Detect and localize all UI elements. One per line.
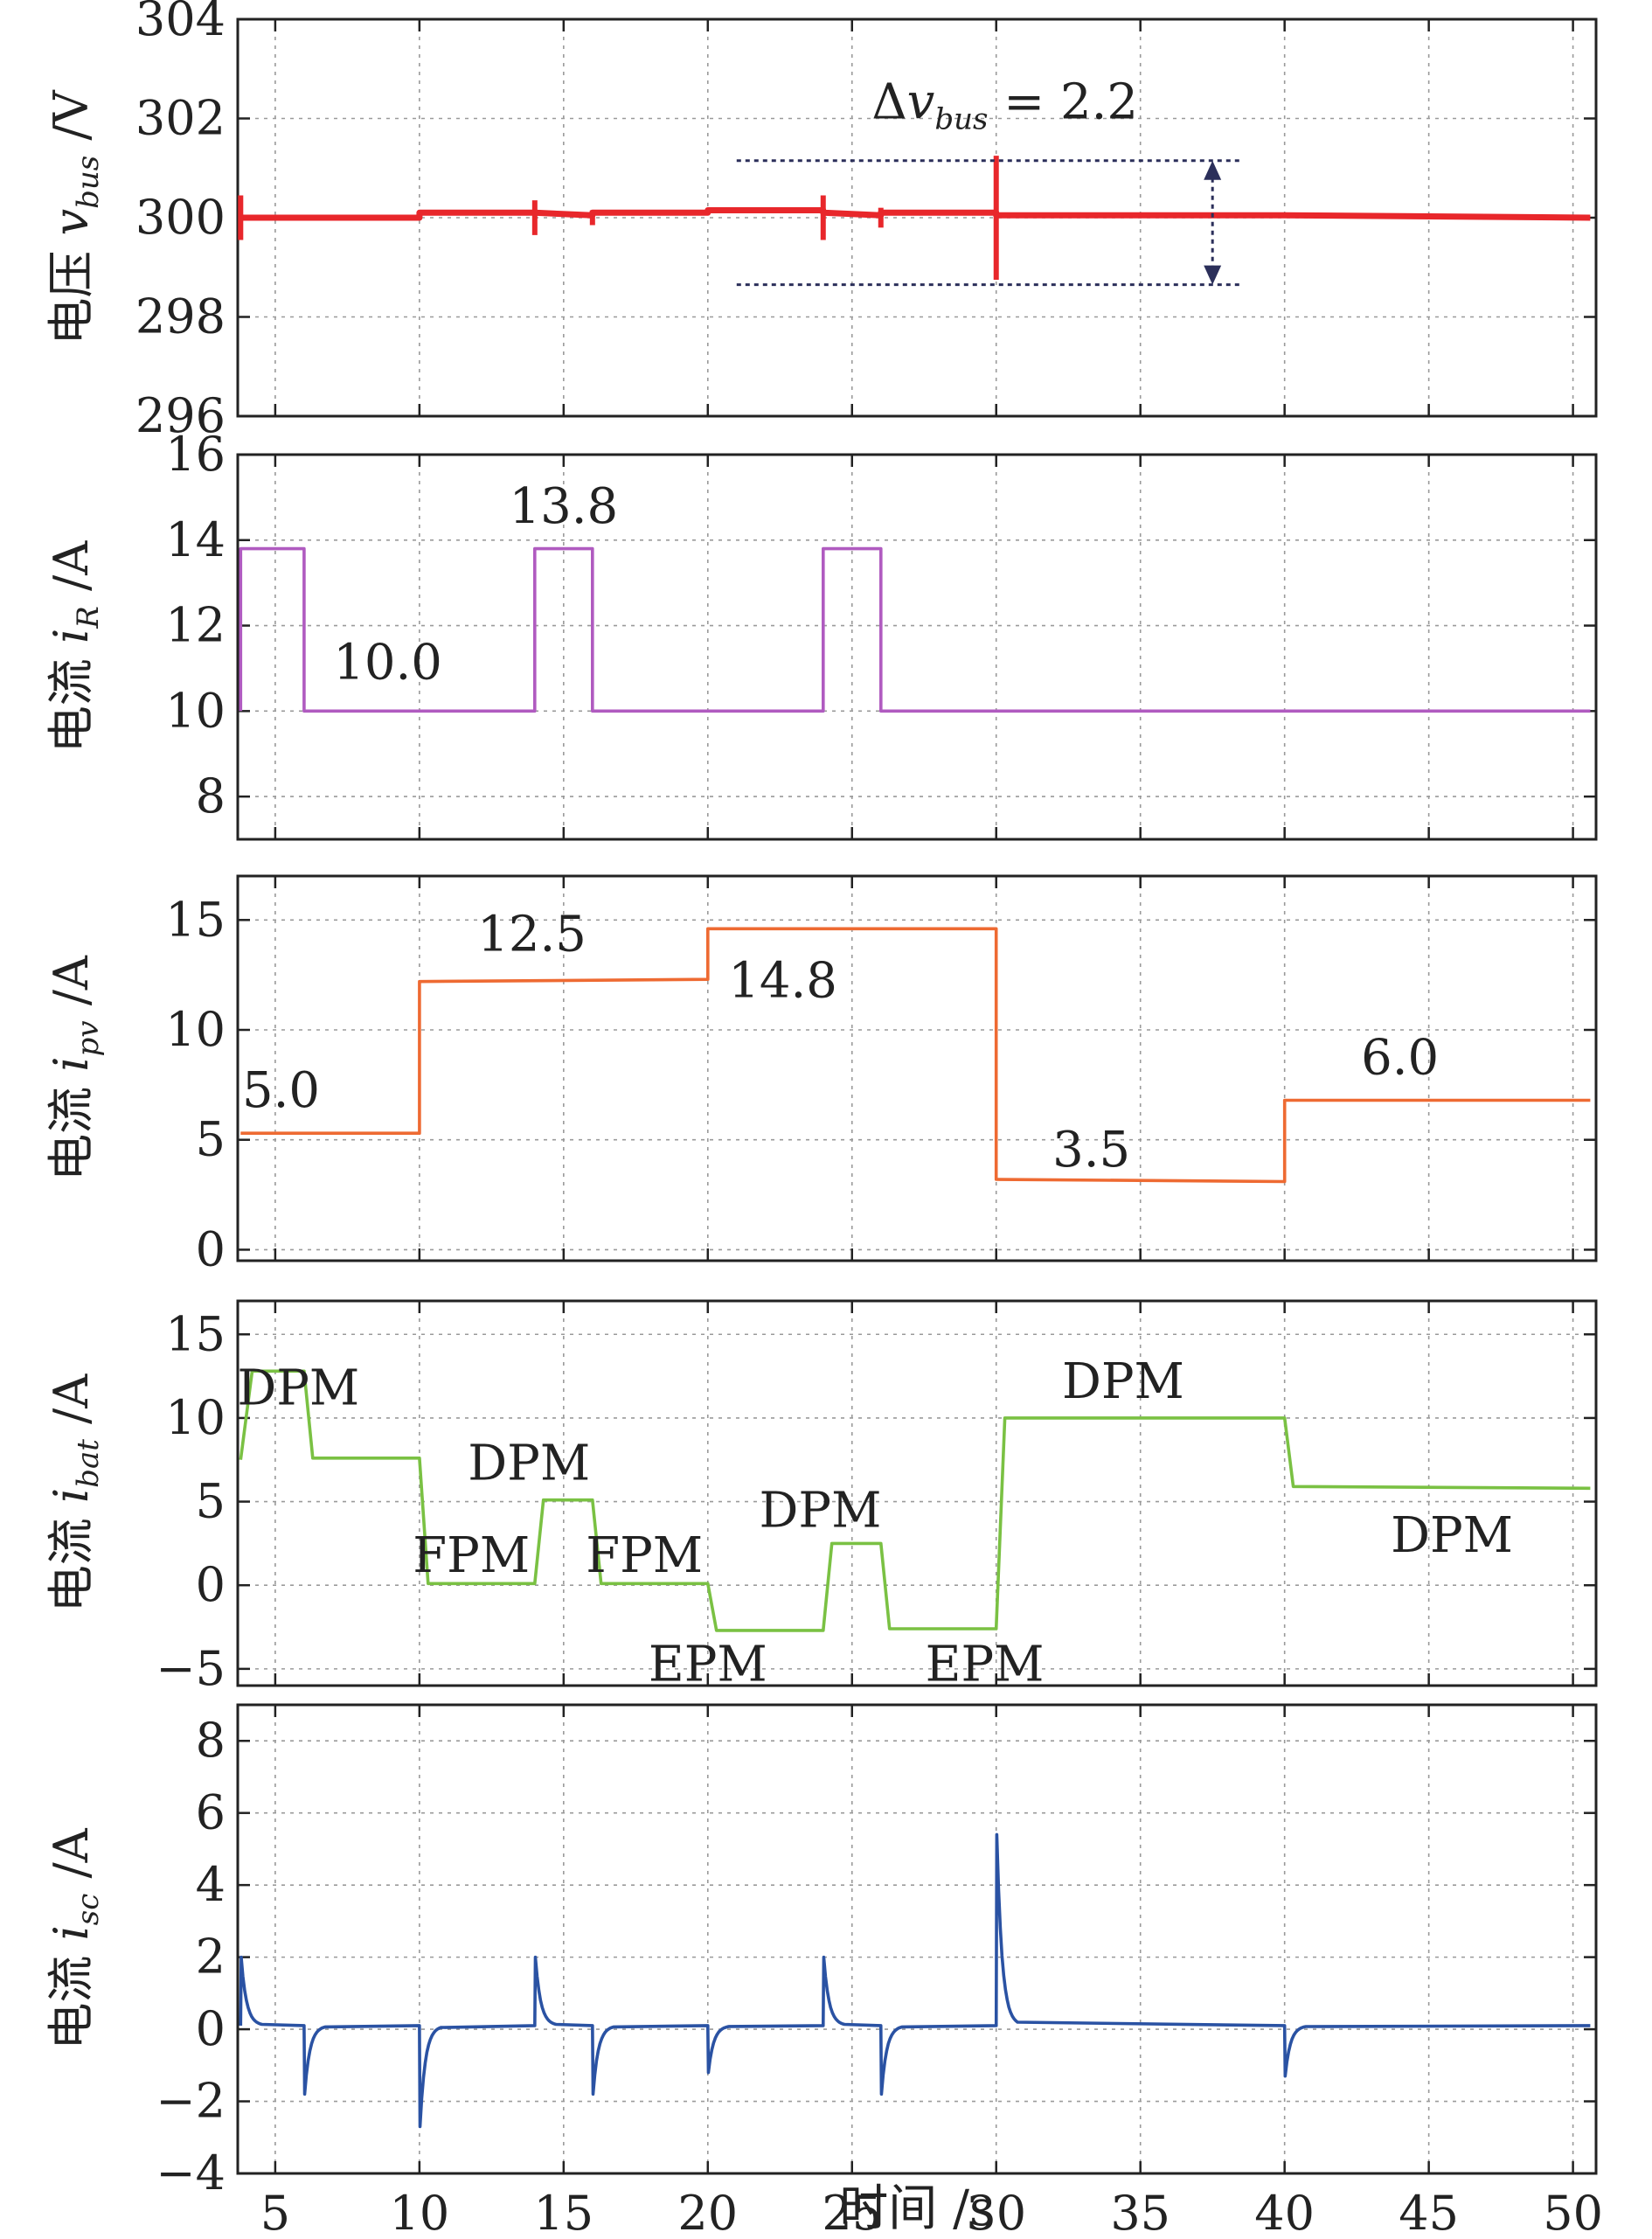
y-tick-label: 8 <box>196 768 226 824</box>
y-tick-label: 302 <box>135 91 226 146</box>
y-tick-label: 296 <box>135 388 226 443</box>
x-tick-label: 35 <box>1110 2186 1170 2239</box>
x-axis-label: 时间 /s <box>839 2180 994 2237</box>
chart-panel-2: 8 10 12 14 16 电流 iR /A 13.8 10.0 <box>44 427 1598 841</box>
data-annotation: DPM <box>237 1360 359 1417</box>
chart-panel-4: −5 0 5 10 15 电流 ibat /A DPM DPM FPM FPM EPM DPM EPM D… <box>44 1299 1598 1696</box>
arrow-down-icon <box>1204 265 1222 285</box>
y-tick-label: 4 <box>196 1857 226 1912</box>
chart-panel-1: 296 298 300 302 304 电压 vbus /V Δvbus = 2.2 <box>44 0 1598 443</box>
data-annotation: Δvbus = 2.2 <box>871 74 1138 137</box>
data-annotation: EPM <box>649 1636 767 1693</box>
data-annotation: 3.5 <box>1052 1122 1130 1179</box>
x-tick-label: 25 <box>822 2186 882 2239</box>
x-tick-label: 10 <box>390 2186 450 2239</box>
y-tick-label: 0 <box>196 1221 226 1276</box>
y-tick-label: 0 <box>196 2001 226 2056</box>
series-line <box>239 1369 1591 1632</box>
y-tick-label: 300 <box>135 190 226 245</box>
data-annotation: DPM <box>468 1436 590 1492</box>
y-tick-label: 14 <box>165 512 226 567</box>
plot-frame <box>236 874 1598 1262</box>
series-line <box>240 207 1591 221</box>
data-annotation: 14.8 <box>728 952 837 1009</box>
y-axis-label: 电流 ibat /A <box>44 1373 106 1613</box>
data-annotation: DPM <box>1391 1507 1513 1564</box>
x-tick-label: 30 <box>966 2186 1026 2239</box>
y-tick-label: −5 <box>156 1641 226 1696</box>
y-tick-label: 298 <box>135 289 226 344</box>
plot-frame <box>236 1703 1598 2175</box>
y-axis-label: 电流 isc /A <box>44 1827 106 2049</box>
series-line <box>240 927 1591 1184</box>
data-annotation: 12.5 <box>477 906 587 963</box>
data-annotation: FPM <box>586 1527 703 1584</box>
x-tick-label: 20 <box>677 2186 738 2239</box>
data-annotation: DPM <box>1062 1353 1184 1410</box>
data-annotation: DPM <box>760 1482 882 1539</box>
y-tick-label: 16 <box>165 427 226 482</box>
series-line <box>239 546 1591 713</box>
y-tick-label: 10 <box>165 1002 226 1057</box>
y-tick-label: 10 <box>165 1390 226 1445</box>
data-annotation: 10.0 <box>333 635 442 692</box>
plot-frame <box>236 453 1598 841</box>
x-tick-label: 50 <box>1543 2186 1603 2239</box>
y-tick-label: 8 <box>196 1713 226 1768</box>
x-tick-label: 40 <box>1254 2186 1315 2239</box>
arrow-up-icon <box>1204 160 1222 180</box>
data-annotation: 13.8 <box>509 478 618 535</box>
y-tick-label: 6 <box>196 1785 226 1840</box>
y-axis-label: 电压 vbus /V <box>44 89 106 344</box>
y-tick-label: −4 <box>156 2145 226 2201</box>
y-tick-label: 15 <box>165 1306 226 1361</box>
plot-frame <box>236 1299 1598 1687</box>
y-tick-label: −2 <box>156 2074 226 2129</box>
y-axis-label: 电流 iR /A <box>44 540 106 753</box>
x-tick-label: 45 <box>1399 2186 1459 2239</box>
data-annotation: FPM <box>413 1527 530 1584</box>
chart-panel-3: 0 5 10 15 电流 ipv /A 5.0 12.5 14.8 3.5 6.0 <box>44 874 1598 1276</box>
data-annotation: 6.0 <box>1361 1029 1439 1086</box>
x-tick-label: 15 <box>533 2186 593 2239</box>
y-tick-label: 12 <box>165 598 226 653</box>
y-axis-label: 电流 ipv /A <box>44 955 106 1181</box>
y-tick-label: 10 <box>165 683 226 738</box>
y-tick-label: 2 <box>196 1930 226 1985</box>
x-tick-label: 5 <box>260 2186 290 2239</box>
y-tick-label: 5 <box>196 1112 226 1167</box>
y-tick-label: 15 <box>165 892 226 947</box>
series-line <box>239 1832 1591 2129</box>
chart-panel-5: −4 −2 0 2 4 6 8 电流 isc /A 5 10 15 20 25 30 35 40 45 50 时间 … <box>44 1703 1603 2239</box>
data-annotation: EPM <box>926 1636 1045 1693</box>
y-tick-label: 0 <box>196 1557 226 1612</box>
y-tick-label: 304 <box>135 0 226 46</box>
data-annotation: 5.0 <box>242 1062 320 1119</box>
y-tick-label: 5 <box>196 1474 226 1529</box>
